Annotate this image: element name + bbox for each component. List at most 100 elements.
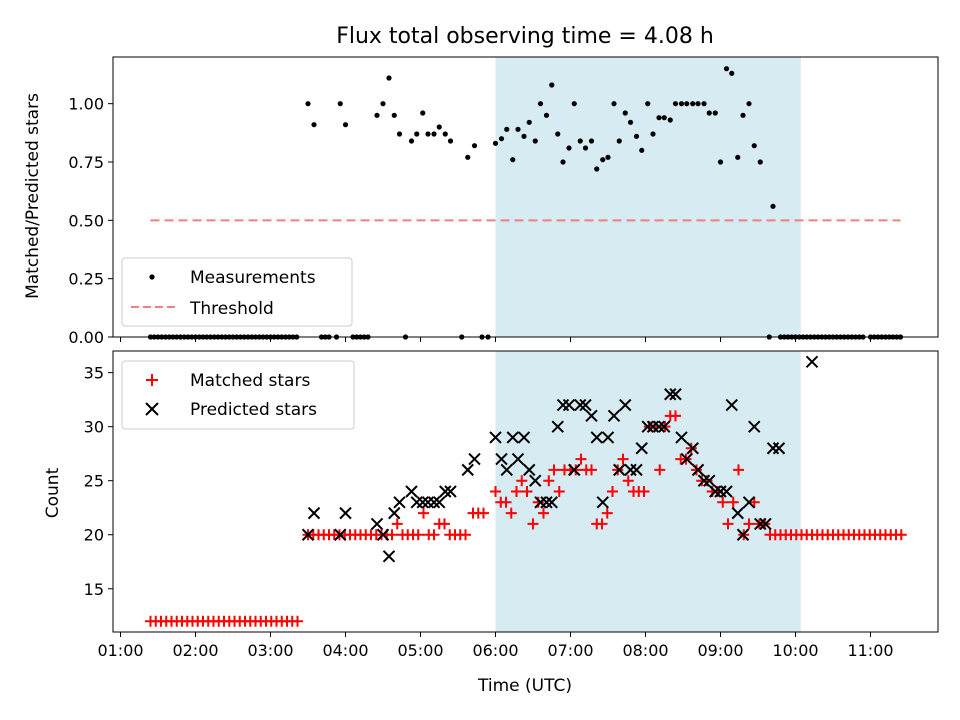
data-point: [717, 159, 724, 165]
data-point: [492, 140, 499, 146]
data-point: [691, 463, 705, 477]
data-point: [560, 159, 566, 165]
data-point: [420, 110, 426, 116]
data-point: [613, 463, 626, 477]
data-point: [607, 409, 621, 423]
ratio-plot-frame: [112, 56, 939, 338]
data-point: [656, 115, 662, 121]
data-point: [439, 518, 450, 530]
data-point: [566, 145, 572, 151]
data-point: [427, 496, 441, 509]
data-point: [433, 496, 446, 509]
data-point: [495, 452, 508, 466]
y-tick-label: 15: [84, 580, 104, 599]
data-point: [720, 485, 733, 498]
data-point: [706, 110, 712, 116]
data-point: [630, 463, 643, 477]
data-point: [532, 138, 538, 144]
data-point: [675, 431, 688, 444]
data-point: [500, 463, 513, 477]
data-point: [733, 464, 744, 476]
data-point: [575, 453, 587, 465]
y-tick-label: 35: [84, 364, 104, 383]
legend-predicted-label: Predicted stars: [190, 400, 317, 420]
ratio-y-ticks: 0.00 0.25 0.50 0.75 1.00: [68, 95, 113, 347]
data-point: [418, 507, 429, 519]
data-point: [540, 496, 553, 509]
data-point: [549, 82, 555, 88]
data-point: [442, 131, 448, 137]
data-point: [731, 506, 744, 520]
ratio-legend-box: [121, 257, 353, 327]
data-point: [511, 452, 525, 466]
data-point: [895, 529, 907, 541]
data-point: [444, 485, 457, 498]
data-point: [516, 475, 528, 487]
data-point: [416, 496, 429, 509]
data-point: [523, 463, 536, 477]
data-point: [703, 474, 716, 487]
data-point: [633, 133, 640, 139]
count-x-ticks: 01:00 02:00 03:00 04:00 05:00 06:00 07:00 08:00…: [97, 632, 894, 660]
data-point: [342, 122, 349, 128]
data-point: [305, 101, 311, 107]
data-point: [526, 119, 532, 125]
data-point: [504, 126, 510, 132]
data-point: [506, 431, 519, 444]
data-point: [654, 464, 666, 476]
data-point: [725, 398, 738, 412]
data-point: [543, 475, 555, 487]
data-point: [685, 442, 697, 454]
count-points: [145, 355, 907, 627]
y-tick-label: 20: [84, 526, 104, 545]
data-point: [723, 66, 730, 72]
data-point: [337, 101, 343, 107]
x-tick-label: 05:00: [397, 641, 443, 660]
data-point: [670, 410, 681, 422]
ratio-x-ticks: [120, 337, 871, 342]
data-point: [543, 112, 550, 118]
data-point: [577, 138, 583, 144]
data-point: [748, 496, 760, 508]
data-point: [742, 496, 756, 509]
y-tick-label: 0.00: [68, 328, 104, 347]
observing-window-span: [495, 57, 801, 337]
data-point: [759, 517, 772, 531]
data-point: [548, 464, 560, 476]
count-y-axis-label: Count: [43, 467, 63, 518]
data-point: [616, 138, 622, 144]
x-tick-label: 07:00: [547, 641, 593, 660]
x-tick-label: 10:00: [772, 641, 818, 660]
data-point: [396, 131, 403, 137]
data-point: [527, 518, 539, 530]
data-point: [376, 528, 390, 541]
data-point: [334, 528, 347, 541]
x-tick-label: 08:00: [622, 641, 668, 660]
data-point: [498, 136, 505, 142]
data-point: [600, 157, 606, 163]
data-point: [686, 442, 699, 455]
data-point: [805, 355, 819, 369]
y-tick-label: 0.75: [68, 153, 104, 172]
chart-title: Flux total observing time = 4.08 h: [336, 24, 714, 49]
data-point: [743, 518, 755, 530]
data-point: [500, 496, 512, 508]
data-point: [517, 431, 531, 444]
data-point: [667, 117, 673, 123]
data-point: [735, 154, 741, 160]
data-point: [622, 475, 634, 487]
data-point: [672, 101, 679, 107]
data-point: [570, 464, 582, 476]
data-point: [555, 131, 561, 137]
data-point: [601, 507, 613, 519]
data-point: [471, 143, 478, 149]
data-point: [717, 496, 729, 508]
data-point: [510, 157, 516, 163]
data-point: [553, 486, 565, 497]
data-point: [727, 496, 739, 508]
data-point: [391, 112, 397, 118]
data-point: [691, 464, 702, 476]
data-point: [388, 506, 401, 520]
data-point: [641, 420, 654, 433]
data-point: [511, 486, 522, 497]
